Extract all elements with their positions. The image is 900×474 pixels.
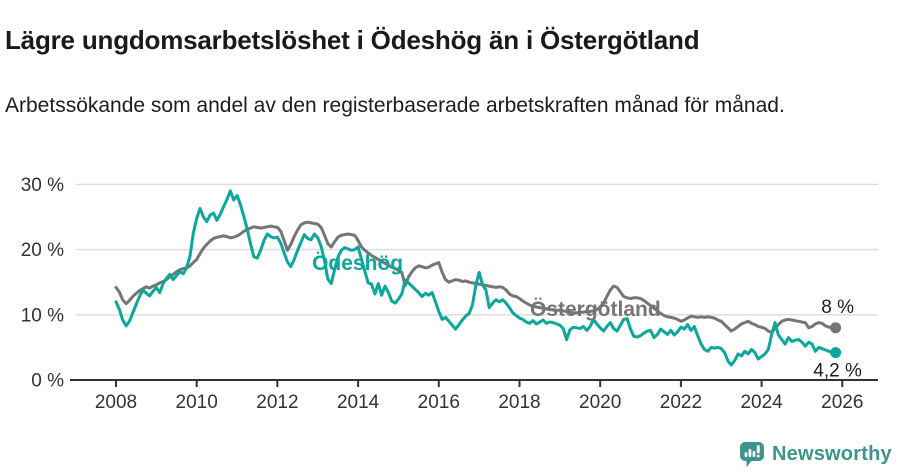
- ostergotland-end-value-label: 8 %: [821, 297, 854, 318]
- x-tick-label: 2026: [821, 392, 863, 413]
- newsworthy-brand-text: Newsworthy: [772, 442, 892, 465]
- y-tick-label: 20 %: [21, 240, 64, 261]
- x-tick-label: 2024: [740, 392, 783, 413]
- y-tick-label: 10 %: [21, 305, 64, 326]
- ostergotland-series-label: Östergötland: [530, 298, 661, 321]
- x-tick-label: 2020: [579, 392, 621, 413]
- y-tick-label: 30 %: [21, 175, 64, 196]
- page-title: Lägre ungdomsarbetslöshet i Ödeshög än i…: [5, 25, 700, 56]
- odeshog-end-value-label: 4,2 %: [813, 361, 862, 382]
- odeshog-line: [114, 189, 838, 367]
- odeshog-end-dot: [830, 347, 842, 359]
- ostergotland-end-dot: [830, 322, 842, 334]
- ostergotland-line: [114, 220, 838, 334]
- x-tick-label: 2022: [660, 392, 702, 413]
- x-tick-label: 2016: [418, 392, 460, 413]
- x-tick-label: 2014: [337, 392, 380, 413]
- x-tick-label: 2010: [176, 392, 218, 413]
- x-tick-label: 2012: [256, 392, 298, 413]
- page-subtitle: Arbetssökande som andel av den registerb…: [5, 94, 785, 117]
- x-tick-label: 2008: [95, 392, 137, 413]
- odeshog-series-label: Ödeshög: [312, 252, 403, 275]
- x-tick-label: 2018: [498, 392, 540, 413]
- newsworthy-logo-icon: [740, 442, 764, 467]
- newsworthy-brand-link[interactable]: Newsworthy: [739, 441, 892, 467]
- y-tick-label: 0 %: [31, 371, 64, 392]
